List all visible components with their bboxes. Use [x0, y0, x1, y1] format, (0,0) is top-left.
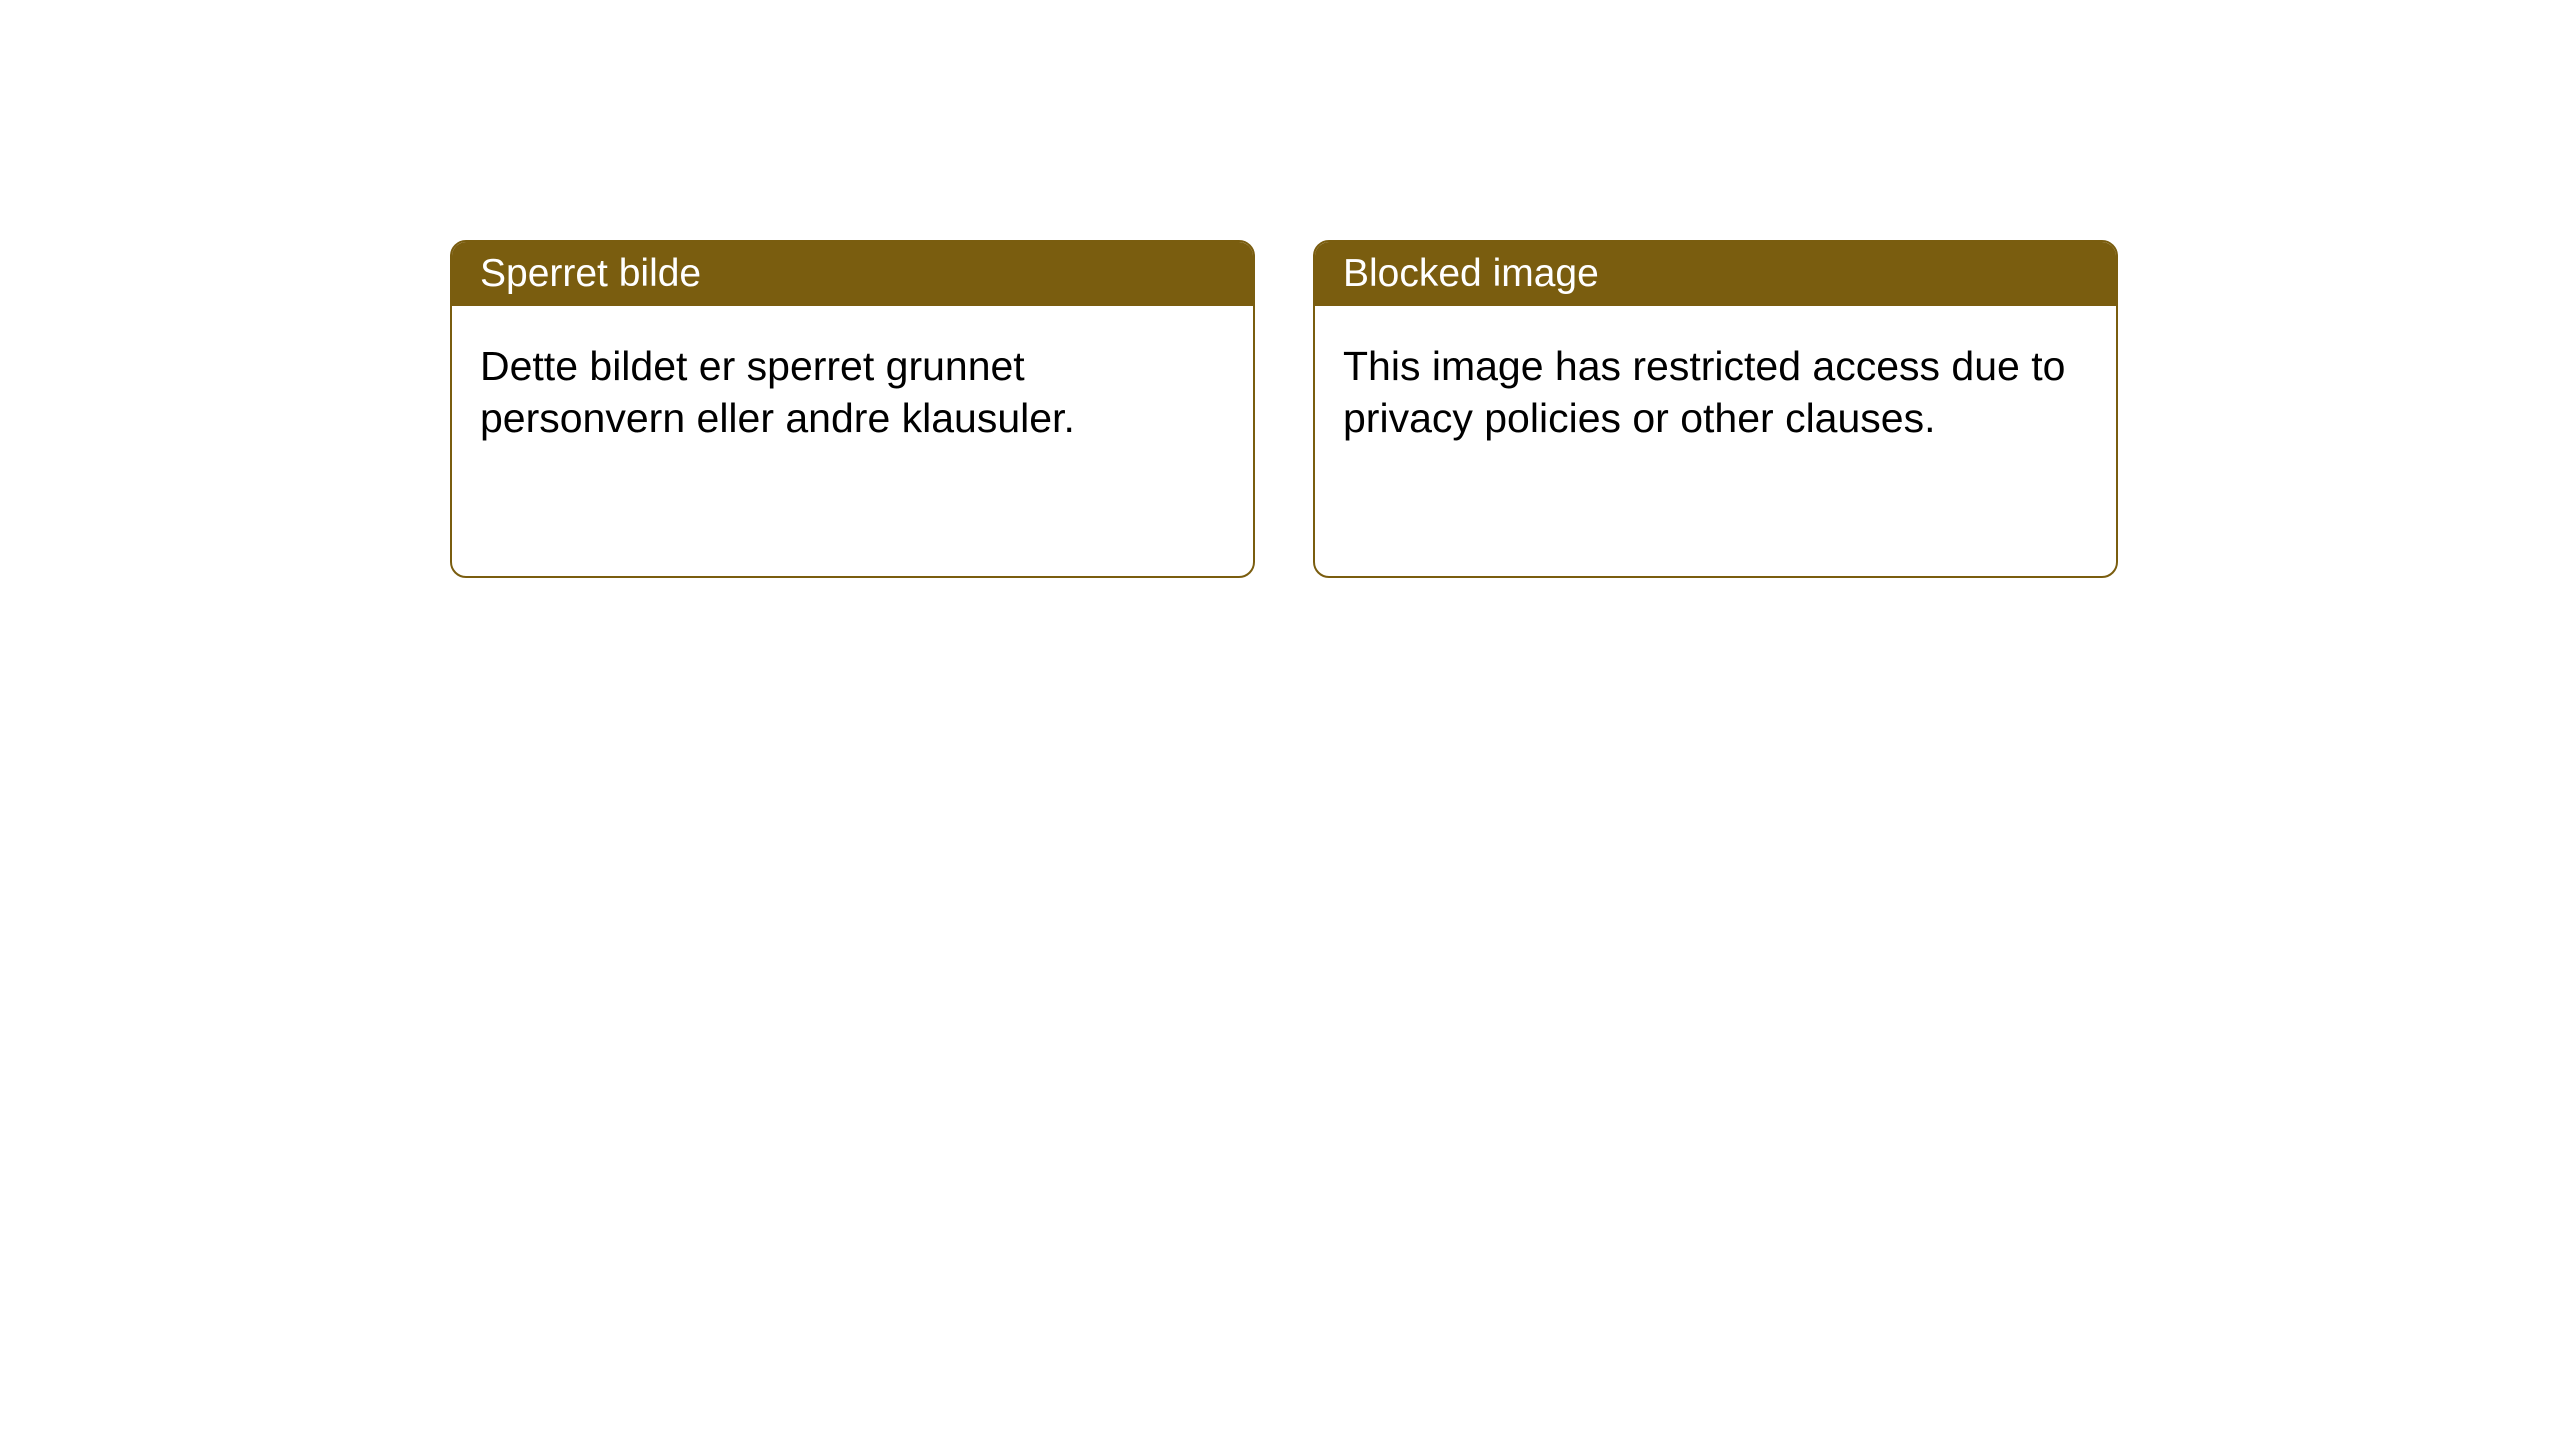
notice-card-body: This image has restricted access due to …	[1315, 306, 2116, 473]
notice-card-body: Dette bildet er sperret grunnet personve…	[452, 306, 1253, 473]
notice-card-en: Blocked image This image has restricted …	[1313, 240, 2118, 578]
notice-card-title: Sperret bilde	[452, 242, 1253, 306]
notice-card-no: Sperret bilde Dette bildet er sperret gr…	[450, 240, 1255, 578]
notice-card-title: Blocked image	[1315, 242, 2116, 306]
notice-container: Sperret bilde Dette bildet er sperret gr…	[0, 0, 2560, 578]
